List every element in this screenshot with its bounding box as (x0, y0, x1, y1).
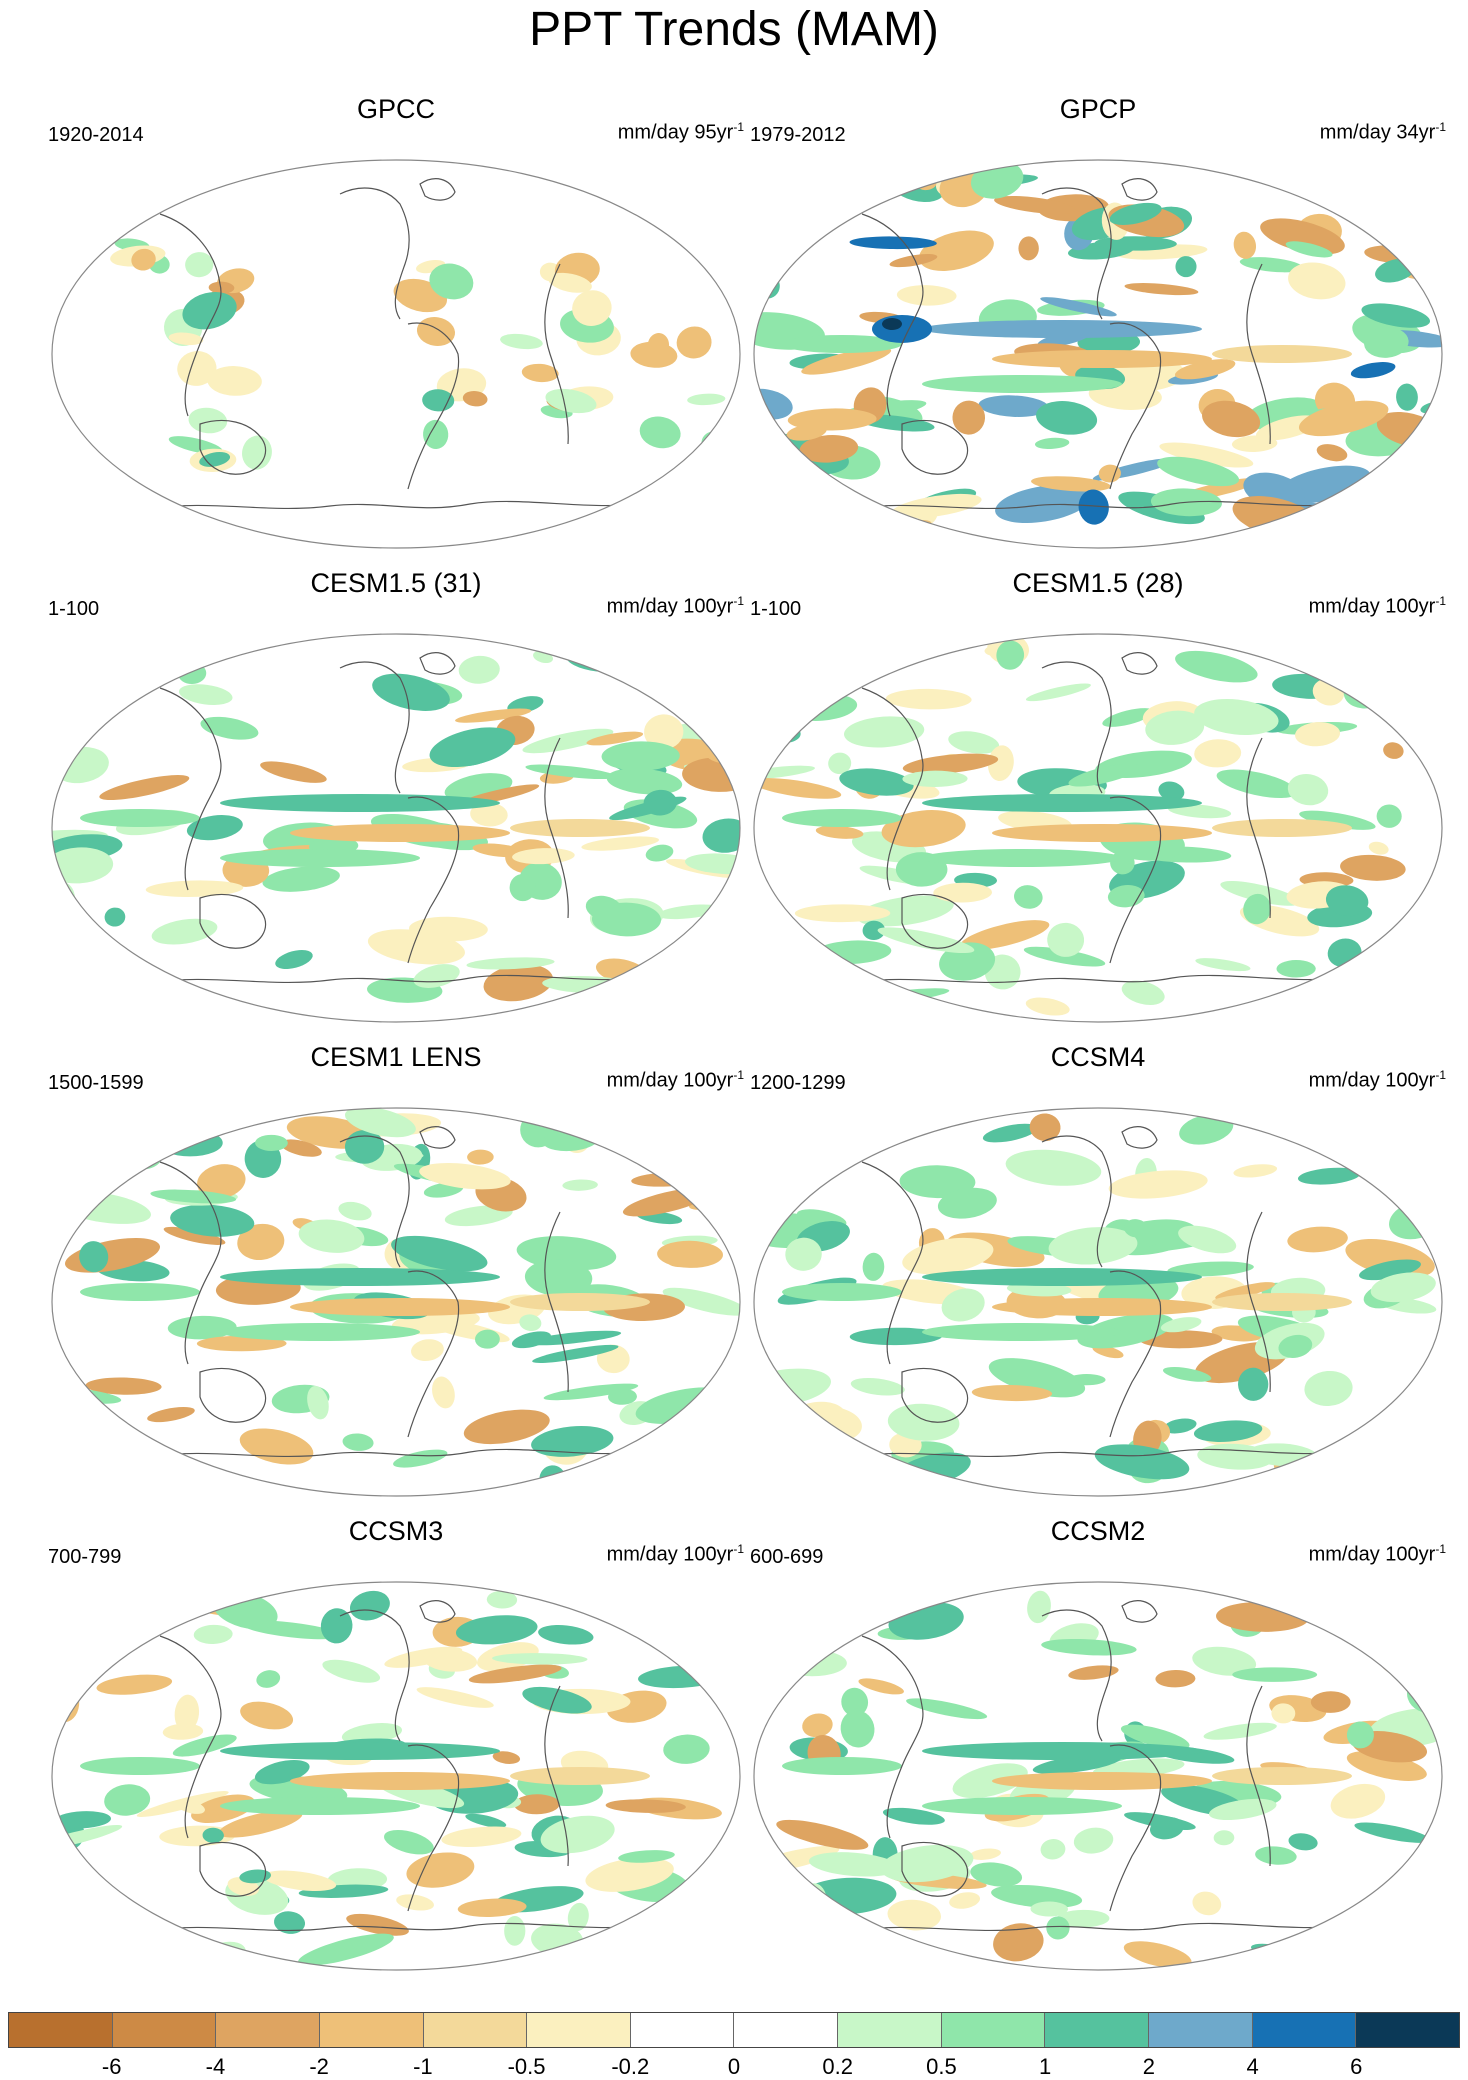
world-map (753, 1107, 1443, 1497)
panel-units: mm/day 100yr-1 (606, 1542, 744, 1566)
world-map (51, 159, 741, 549)
colorbar-label: 2 (1142, 2054, 1155, 2079)
panel-title: CCSM2 (1050, 1516, 1146, 1546)
panel-period: 1-100 (48, 598, 100, 620)
panel-period: 1979-2012 (750, 124, 846, 146)
colorbar-label: 4 (1246, 2054, 1259, 2079)
panel-period: 700-799 (48, 1546, 122, 1568)
colorbar-box (1045, 2013, 1150, 2047)
colorbar-label: 6 (1350, 2054, 1363, 2079)
world-map (51, 1107, 741, 1497)
map-panel: CCSM2 600-699 mm/day 100yr-1 (742, 1514, 1454, 1974)
colorbar-label: 0.5 (926, 2054, 957, 2079)
map-panel: GPCP 1979-2012 mm/day 34yr-1 (742, 92, 1454, 552)
colorbar-box (838, 2013, 942, 2047)
world-map (753, 633, 1443, 1023)
panel-period: 1920-2014 (48, 124, 144, 146)
colorbar-box (630, 2013, 735, 2047)
panel-title: CESM1.5 (31) (310, 568, 482, 598)
colorbar-box (1252, 2013, 1357, 2047)
panel-period: 1500-1599 (48, 1072, 144, 1094)
colorbar-label: 0 (727, 2054, 741, 2079)
colorbar-label: 1 (1039, 2054, 1052, 2079)
panel-units: mm/day 95yr-1 (617, 120, 744, 144)
panel-period: 600-699 (750, 1546, 824, 1568)
panel-period: 1200-1299 (750, 1072, 846, 1094)
world-map (51, 633, 741, 1023)
colorbar-box (423, 2013, 528, 2047)
world-map (753, 1581, 1443, 1971)
world-map (51, 1581, 741, 1971)
panel-units: mm/day 34yr-1 (1319, 120, 1446, 144)
colorbar: -6 -4 -2 -1 -0.5 -0.2 0 0.2 0.5 1 2 4 6 (8, 2012, 1460, 2079)
panel-units: mm/day 100yr-1 (1308, 594, 1446, 618)
colorbar-label: -2 (309, 2054, 329, 2079)
colorbar-label: -4 (205, 2054, 226, 2079)
map-panel: CESM1.5 (31) 1-100 mm/day 100yr-1 (40, 566, 752, 1026)
panel-units: mm/day 100yr-1 (1308, 1542, 1446, 1566)
colorbar-box (216, 2013, 320, 2047)
world-map (753, 159, 1443, 549)
panel-period: 1-100 (750, 598, 802, 620)
panel-units: mm/day 100yr-1 (606, 1068, 744, 1092)
map-panel: CCSM4 1200-1299 mm/day 100yr-1 (742, 1040, 1454, 1500)
panel-title: CESM1 LENS (310, 1042, 482, 1072)
colorbar-label: -0.2 (611, 2054, 650, 2079)
colorbar-label: -1 (413, 2054, 433, 2079)
panel-title: GPCC (356, 94, 435, 124)
panel-units: mm/day 100yr-1 (1308, 1068, 1446, 1092)
colorbar-label: 0.2 (822, 2054, 853, 2079)
map-panel: GPCC 1920-2014 mm/day 95yr-1 (40, 92, 752, 552)
colorbar-label: -6 (101, 2054, 122, 2079)
panel-title: CCSM4 (1050, 1042, 1146, 1072)
colorbar-box (9, 2013, 113, 2047)
map-panel: CESM1.5 (28) 1-100 mm/day 100yr-1 (742, 566, 1454, 1026)
panel-units: mm/day 100yr-1 (606, 594, 744, 618)
colorbar-box (1149, 2013, 1253, 2047)
colorbar-box (112, 2013, 217, 2047)
colorbar-box (319, 2013, 424, 2047)
colorbar-boxes (8, 2012, 1460, 2048)
colorbar-box (527, 2013, 631, 2047)
colorbar-box (1356, 2013, 1459, 2047)
map-panel: CCSM3 700-799 mm/day 100yr-1 (40, 1514, 752, 1974)
panel-title: CESM1.5 (28) (1012, 568, 1184, 598)
colorbar-label: -0.5 (507, 2054, 546, 2079)
map-panel: CESM1 LENS 1500-1599 mm/day 100yr-1 (40, 1040, 752, 1500)
panel-title: GPCP (1059, 94, 1137, 124)
colorbar-box (734, 2013, 839, 2047)
panel-title: CCSM3 (348, 1516, 444, 1546)
figure-title: PPT Trends (MAM) (529, 3, 939, 56)
colorbar-box (941, 2013, 1046, 2047)
